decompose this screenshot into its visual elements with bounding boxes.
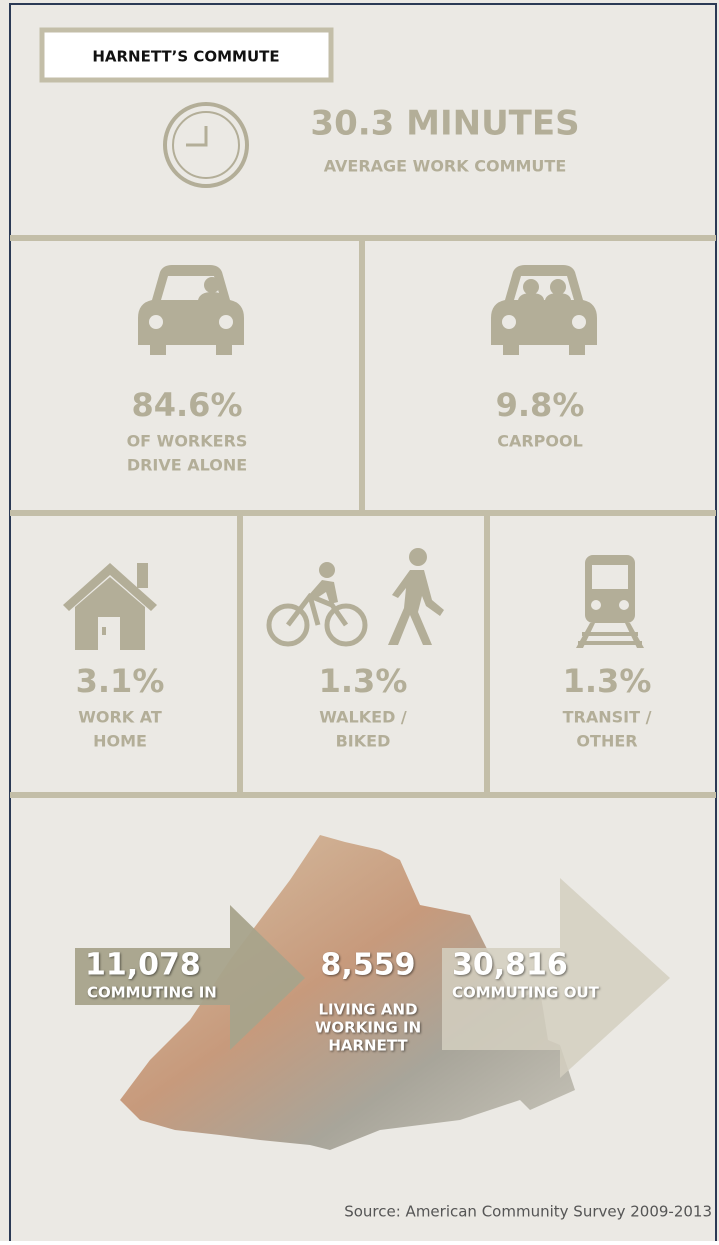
in-label: COMMUTING IN bbox=[87, 984, 217, 1002]
out-label: COMMUTING OUT bbox=[452, 984, 600, 1002]
mode-value: 84.6% bbox=[131, 386, 242, 424]
mode-value: 3.1% bbox=[76, 662, 165, 700]
within-label: WORKING IN bbox=[315, 1019, 421, 1037]
out-value: 30,816 bbox=[452, 948, 568, 983]
within-label: LIVING AND bbox=[318, 1001, 417, 1019]
average-value: 30.3 MINUTES bbox=[310, 104, 579, 144]
mode-value: 1.3% bbox=[319, 662, 408, 700]
header-title: HARNETT’S COMMUTE bbox=[92, 48, 279, 66]
mode-value: 9.8% bbox=[496, 386, 585, 424]
source: Source: American Community Survey 2009-2… bbox=[344, 1203, 712, 1221]
mode-label: TRANSIT / bbox=[563, 708, 652, 727]
average-label: AVERAGE WORK COMMUTE bbox=[324, 157, 567, 176]
within-value: 8,559 bbox=[321, 948, 416, 983]
within-label: HARNETT bbox=[328, 1037, 408, 1055]
in-value: 11,078 bbox=[85, 948, 201, 983]
page: HARNETT’S COMMUTE 30.3 MINUTES AVERAGE W… bbox=[0, 0, 719, 1241]
mode-label: CARPOOL bbox=[497, 432, 583, 451]
mode-label: OTHER bbox=[576, 732, 637, 751]
mode-label: WORK AT bbox=[78, 708, 162, 727]
mode-label: OF WORKERS bbox=[127, 432, 248, 451]
mode-label: BIKED bbox=[336, 732, 391, 751]
mode-label: DRIVE ALONE bbox=[127, 456, 247, 475]
mode-label: HOME bbox=[93, 732, 147, 751]
mode-label: WALKED / bbox=[319, 708, 407, 727]
infographic: HARNETT’S COMMUTE 30.3 MINUTES AVERAGE W… bbox=[0, 0, 719, 1241]
mode-value: 1.3% bbox=[563, 662, 652, 700]
train-icon bbox=[576, 555, 644, 648]
